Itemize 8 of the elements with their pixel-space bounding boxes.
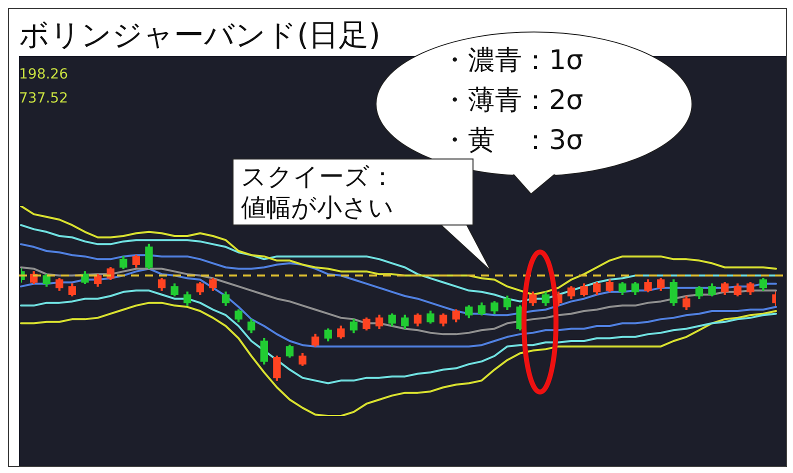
- chart-title: ボリンジャーバンド(日足): [19, 17, 380, 55]
- text: 198.26: [19, 66, 68, 83]
- text: ・黄 ：3σ: [441, 124, 584, 158]
- text: 値幅が小さい: [241, 192, 395, 223]
- text: スクイーズ：: [241, 161, 395, 192]
- text: ・濃青：1σ: [441, 44, 584, 78]
- text: 737.52: [19, 90, 68, 107]
- text: ・薄青：2σ: [441, 84, 584, 118]
